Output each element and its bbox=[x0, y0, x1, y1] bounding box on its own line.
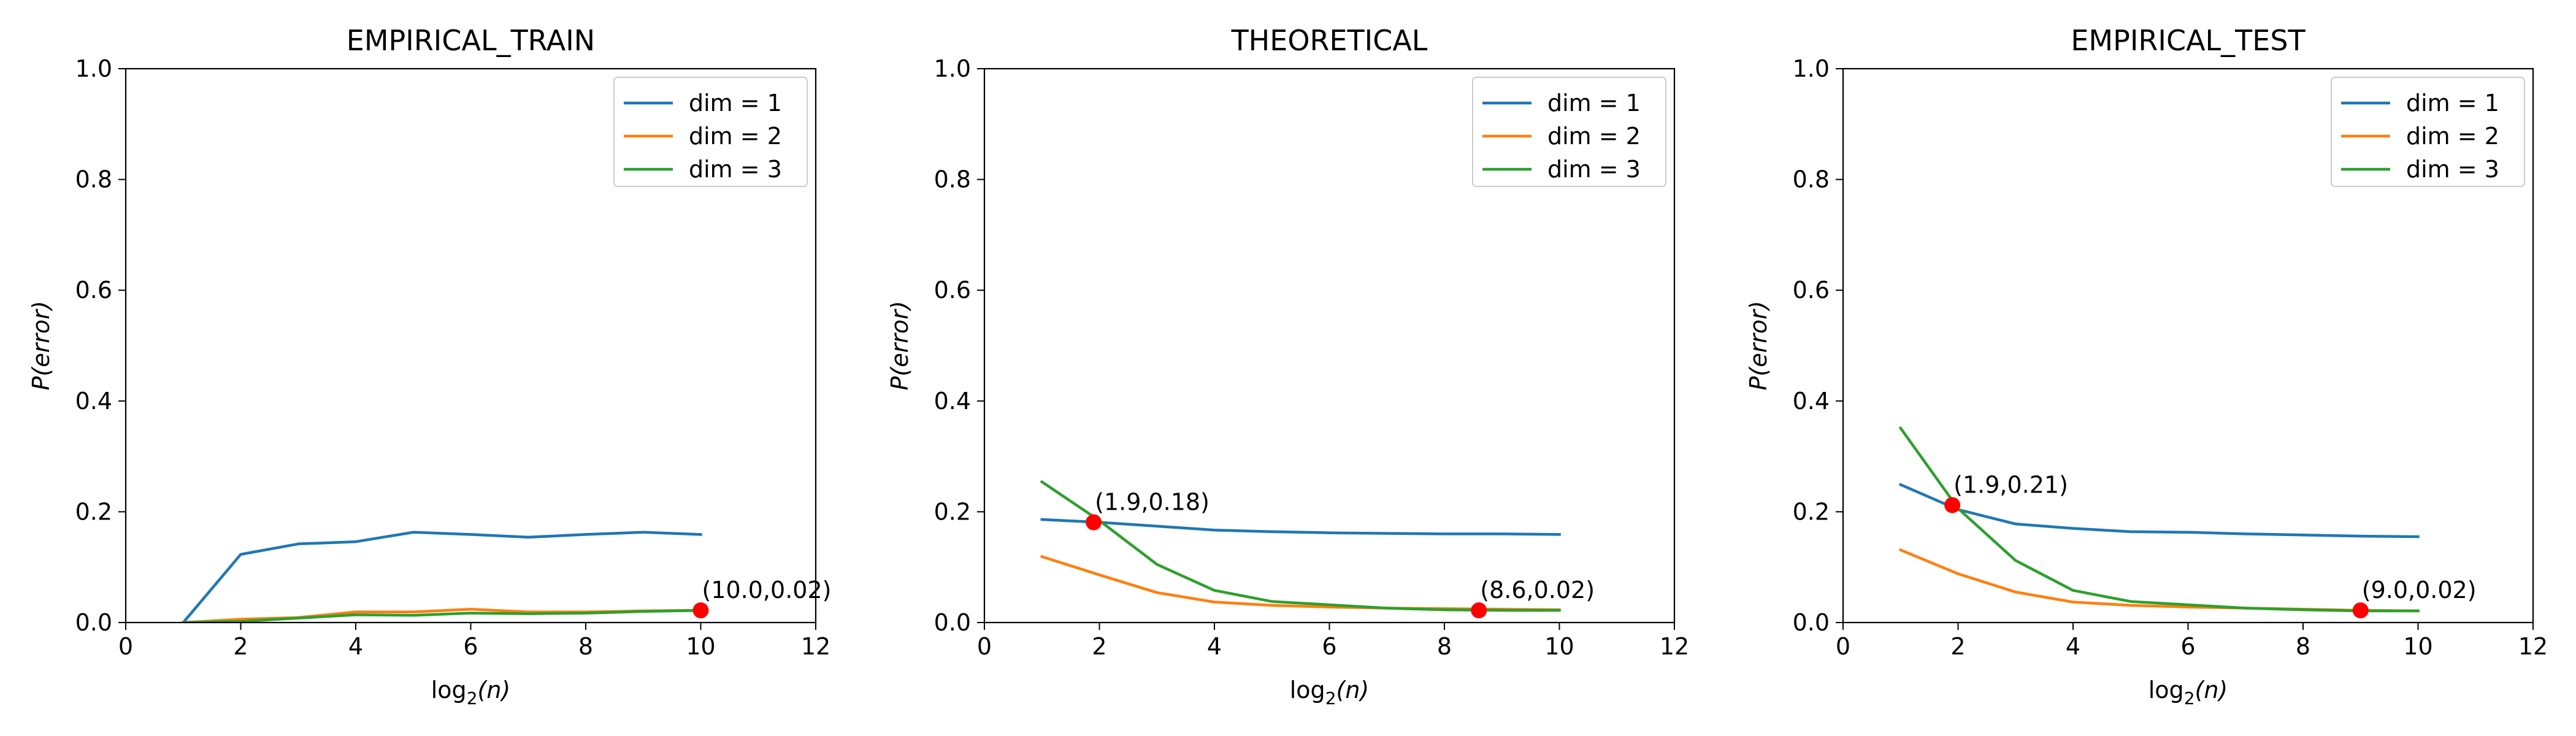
y-tick-label: 0.0 bbox=[75, 609, 112, 636]
series-line-dim-1 bbox=[181, 531, 702, 623]
highlight-label: (8.6,0.02) bbox=[1480, 577, 1595, 604]
plot-frame bbox=[983, 67, 1676, 624]
highlight-point bbox=[1471, 602, 1487, 619]
x-tick-label: 4 bbox=[2066, 633, 2080, 660]
legend-entry-label: dim = 2 bbox=[689, 123, 782, 150]
x-tick-label: 4 bbox=[1207, 633, 1222, 660]
x-tick-label: 0 bbox=[977, 633, 992, 660]
series-line-dim-2 bbox=[1898, 548, 2420, 613]
highlight-label: (10.0,0.02) bbox=[702, 577, 832, 604]
highlight-point bbox=[1086, 514, 1102, 531]
legend-box bbox=[2331, 77, 2525, 187]
legend: dim = 1 dim = 2 dim = 3 bbox=[1472, 77, 1666, 187]
x-tick-label: 12 bbox=[1660, 633, 1689, 660]
chart-title: EMPIRICAL_TEST bbox=[2071, 24, 2306, 57]
y-tick-label: 0.8 bbox=[75, 166, 112, 193]
y-tick-label: 0.6 bbox=[75, 277, 112, 304]
plot-frame bbox=[125, 67, 817, 624]
y-tick-label: 1.0 bbox=[1793, 55, 1830, 82]
chart-panel-1: EMPIRICAL_TRAIN 0 2 4 6 8 10 12 0.0 0.2 0.4 0.6 0.8 1… bbox=[28, 24, 831, 708]
y-tick-label: 0.6 bbox=[934, 277, 971, 304]
y-axis-label: P(error) bbox=[886, 301, 913, 390]
series-line-dim-1 bbox=[1040, 518, 1561, 536]
chart-panel-3: EMPIRICAL_TEST 0 2 4 6 8 10 12 0.0 0.2 0.4 0.6 0.8 1.… bbox=[1745, 24, 2548, 708]
chart-panel-2: THEORETICAL 0 2 4 6 8 10 12 0.0 0.2 0.4 0.6 0.8 1.0 lo… bbox=[886, 24, 1689, 708]
legend-box bbox=[1472, 77, 1666, 187]
x-tick-label: 6 bbox=[2180, 633, 2195, 660]
legend-entry-label: dim = 1 bbox=[2406, 90, 2499, 117]
chart-title: THEORETICAL bbox=[1231, 24, 1428, 57]
legend-entry-label: dim = 3 bbox=[2406, 156, 2499, 183]
highlight-point bbox=[2352, 602, 2369, 619]
plot-frame bbox=[1842, 67, 2534, 624]
legend-entry-label: dim = 3 bbox=[1547, 156, 1641, 183]
x-tick-label: 4 bbox=[348, 633, 363, 660]
series-group bbox=[181, 531, 702, 623]
x-axis-label: log2(n) bbox=[1290, 677, 1370, 708]
y-tick-label: 0.4 bbox=[75, 388, 112, 415]
y-tick-label: 0.8 bbox=[934, 166, 971, 193]
legend-entry-label: dim = 2 bbox=[2406, 123, 2499, 150]
x-tick-label: 8 bbox=[2296, 633, 2310, 660]
x-tick-label: 12 bbox=[801, 633, 830, 660]
series-line-dim-3 bbox=[1898, 426, 2420, 613]
x-tick-label: 10 bbox=[686, 633, 715, 660]
legend-entry-label: dim = 1 bbox=[689, 90, 782, 117]
y-tick-label: 0.2 bbox=[75, 498, 112, 525]
x-tick-label: 2 bbox=[233, 633, 248, 660]
legend-entry-label: dim = 1 bbox=[1547, 90, 1641, 117]
legend-box bbox=[613, 77, 808, 187]
x-tick-label: 0 bbox=[118, 633, 133, 660]
x-tick-label: 2 bbox=[1950, 633, 1965, 660]
x-axis-label: log2(n) bbox=[431, 677, 511, 708]
y-tick-label: 0.0 bbox=[1793, 609, 1830, 636]
series-line-dim-3 bbox=[182, 608, 702, 623]
highlight-point bbox=[692, 602, 709, 619]
x-tick-label: 8 bbox=[578, 633, 593, 660]
x-tick-label: 10 bbox=[2403, 633, 2432, 660]
x-tick-label: 6 bbox=[1322, 633, 1336, 660]
legend-entry-label: dim = 2 bbox=[1547, 123, 1641, 150]
x-tick-label: 2 bbox=[1092, 633, 1106, 660]
highlight-point bbox=[1944, 497, 1961, 513]
x-tick-label: 6 bbox=[463, 633, 478, 660]
chart-title: EMPIRICAL_TRAIN bbox=[347, 24, 595, 57]
legend: dim = 1 dim = 2 dim = 3 bbox=[613, 77, 808, 187]
legend-entry-label: dim = 3 bbox=[689, 156, 782, 183]
x-tick-label: 0 bbox=[1836, 633, 1850, 660]
y-tick-label: 0.2 bbox=[1793, 498, 1830, 525]
y-tick-label: 1.0 bbox=[75, 55, 112, 82]
x-axis-label: log2(n) bbox=[2149, 677, 2228, 708]
legend: dim = 1 dim = 2 dim = 3 bbox=[2331, 77, 2525, 187]
y-tick-label: 0.0 bbox=[934, 609, 971, 636]
highlight-label: (1.9,0.21) bbox=[1953, 472, 2068, 499]
x-tick-label: 8 bbox=[1437, 633, 1452, 660]
y-tick-label: 0.6 bbox=[1793, 277, 1830, 304]
y-tick-label: 0.4 bbox=[1793, 388, 1830, 415]
x-tick-label: 10 bbox=[1544, 633, 1574, 660]
y-tick-label: 1.0 bbox=[934, 55, 971, 82]
series-group bbox=[1898, 426, 2420, 613]
highlight-label: (9.0,0.02) bbox=[2362, 577, 2477, 604]
series-line-dim-1 bbox=[1898, 483, 2420, 539]
y-axis-label: P(error) bbox=[28, 301, 55, 390]
x-tick-label: 12 bbox=[2518, 633, 2548, 660]
highlight-label: (1.9,0.18) bbox=[1095, 489, 1209, 516]
y-tick-label: 0.8 bbox=[1793, 166, 1830, 193]
y-tick-label: 0.4 bbox=[934, 388, 971, 415]
y-axis-label: P(error) bbox=[1745, 301, 1772, 390]
y-tick-label: 0.2 bbox=[934, 498, 971, 525]
